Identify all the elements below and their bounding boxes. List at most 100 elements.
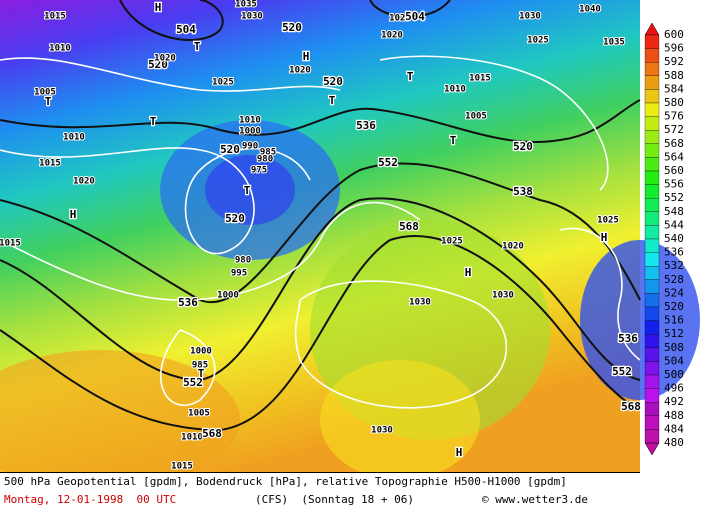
- map-label: 1015: [44, 12, 66, 22]
- legend-label: 548: [664, 205, 684, 218]
- map-label: 1030: [371, 426, 393, 436]
- east-low: [580, 240, 700, 400]
- map-label: 1010: [239, 116, 261, 126]
- map-label: 520: [148, 58, 168, 71]
- map-label: 1020: [289, 66, 311, 76]
- legend-swatch: [644, 388, 660, 403]
- map-label: 1015: [469, 74, 491, 84]
- legend-label: 532: [664, 259, 684, 272]
- map-label: H: [303, 50, 310, 63]
- legend-label: 544: [664, 218, 684, 231]
- footer-date: Montag, 12-01-1998 00 UTC: [4, 493, 177, 506]
- legend-swatch: [644, 361, 660, 376]
- map-label: 1015: [39, 159, 61, 169]
- legend-label: 596: [664, 42, 684, 55]
- map-label: 1005: [188, 409, 210, 419]
- map-label: 1030: [409, 298, 431, 308]
- map-label: 552: [612, 365, 632, 378]
- legend-label: 488: [664, 409, 684, 422]
- map-label: 985: [260, 148, 276, 158]
- map-label: 1010: [63, 133, 85, 143]
- map-label: 1035: [603, 38, 625, 48]
- footer-source: © www.wetter3.de: [482, 493, 588, 506]
- map-label: 995: [231, 269, 247, 279]
- map-label: 1005: [465, 112, 487, 122]
- map-label: T: [450, 134, 457, 147]
- map-label: 1040: [579, 5, 601, 15]
- map-label: H: [155, 1, 162, 14]
- map-label: H: [465, 266, 472, 279]
- map-label: H: [456, 446, 463, 459]
- legend-swatch: [644, 143, 660, 158]
- map-label: 1010: [444, 85, 466, 95]
- map-label: 980: [257, 155, 273, 165]
- footer-run: (CFS) (Sonntag 18 + 06): [255, 493, 414, 506]
- legend-label: 524: [664, 286, 684, 299]
- map-label: 1010: [49, 44, 71, 54]
- legend-swatch: [644, 184, 660, 199]
- legend-label: 564: [664, 150, 684, 163]
- legend-swatch: [644, 374, 660, 389]
- map-label: 568: [621, 400, 641, 413]
- legend-swatch: [644, 48, 660, 63]
- map-label: 1000: [190, 347, 212, 357]
- legend-arrow-top: [644, 22, 660, 36]
- map-label: 1025: [527, 36, 549, 46]
- map-label: 1015: [171, 462, 193, 472]
- legend-swatch: [644, 198, 660, 212]
- map-label: 520: [513, 140, 533, 153]
- map-label: H: [70, 208, 77, 221]
- legend-swatch: [644, 225, 660, 240]
- map-label: 1020: [502, 242, 524, 252]
- legend-swatch: [644, 62, 660, 76]
- legend-label: 592: [664, 55, 684, 68]
- legend-swatch: [644, 170, 660, 185]
- legend-swatch: [644, 415, 660, 430]
- legend-swatch: [644, 157, 660, 172]
- map-label: 990: [242, 142, 258, 152]
- legend-label: 508: [664, 341, 684, 354]
- map-label: T: [329, 94, 336, 107]
- legend-swatch: [644, 320, 660, 335]
- legend-label: 576: [664, 110, 684, 123]
- legend-label: 568: [664, 137, 684, 150]
- map-label: 1030: [241, 12, 263, 22]
- map-label: 520: [282, 21, 302, 34]
- legend-swatch: [644, 89, 660, 104]
- legend-swatch: [644, 238, 660, 253]
- legend-label: 588: [664, 69, 684, 82]
- map-label: 1020: [154, 54, 176, 64]
- map-label: 985: [192, 361, 208, 371]
- legend-swatch: [644, 293, 660, 308]
- map-label: T: [150, 115, 157, 128]
- footer-line1: 500 hPa Geopotential [gpdm], Bodendruck …: [4, 475, 567, 488]
- legend-swatch: [644, 402, 660, 416]
- legend-swatch: [644, 306, 660, 321]
- legend-swatch: [644, 252, 660, 267]
- legend-swatch: [644, 334, 660, 348]
- legend-label: 528: [664, 273, 684, 286]
- legend-label: 484: [664, 422, 684, 435]
- map-label: 1035: [235, 0, 257, 10]
- legend-label: 536: [664, 246, 684, 259]
- map-label: 1010: [181, 433, 203, 443]
- map-label: 520: [323, 75, 343, 88]
- map-label: 1020: [381, 31, 403, 41]
- map-label: 536: [178, 296, 198, 309]
- map-label: H: [601, 231, 608, 244]
- legend-swatch: [644, 34, 660, 49]
- map-label: 504: [405, 10, 425, 23]
- legend-label: 600: [664, 28, 684, 41]
- legend-label: 480: [664, 436, 684, 449]
- footer-box: [0, 472, 640, 513]
- map-label: 1020: [73, 177, 95, 187]
- legend-label: 492: [664, 395, 684, 408]
- map-label: 504: [176, 23, 196, 36]
- map-label: T: [198, 367, 205, 380]
- map-label: 1000: [217, 291, 239, 301]
- map-label: 568: [202, 427, 222, 440]
- legend-swatch: [644, 211, 660, 226]
- map-label: 1025: [212, 78, 234, 88]
- legend-swatch: [644, 130, 660, 144]
- legend-label: 512: [664, 327, 684, 340]
